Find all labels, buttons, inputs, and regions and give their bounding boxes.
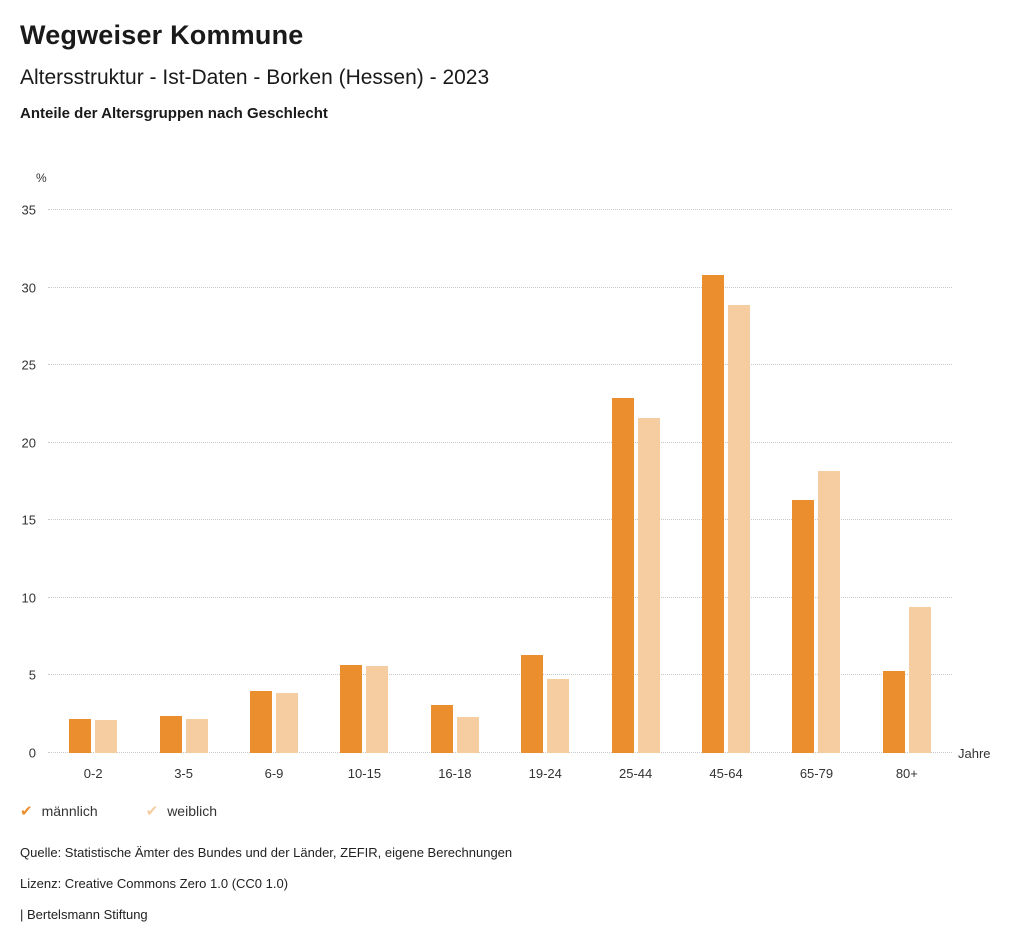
y-tick-label-10: 10 (21, 590, 36, 606)
bar-weiblich-19-24[interactable] (547, 678, 570, 753)
gridline-15 (48, 519, 952, 521)
page-subtitle: Altersstruktur - Ist-Daten - Borken (Hes… (20, 66, 490, 89)
bar-männlich-0-2[interactable] (69, 718, 92, 753)
x-axis-category-label-80+: 80+ (895, 766, 918, 781)
bar-männlich-80+[interactable] (882, 670, 905, 753)
chart-heading: Anteile der Altersgruppen nach Geschlech… (20, 105, 328, 122)
bar-weiblich-3-5[interactable] (185, 718, 208, 753)
y-axis: 0 5 10 15 20 25 30 35 (0, 204, 42, 760)
bar-männlich-65-79[interactable] (792, 500, 815, 753)
x-axis-unit-label: Jahre (958, 746, 991, 761)
checkmark-icon: ✔ (145, 802, 159, 820)
bar-group-16-18 (410, 210, 500, 753)
gridline-35 (48, 209, 952, 210)
page-title: Wegweiser Kommune (20, 20, 304, 50)
bar-männlich-19-24[interactable] (521, 655, 544, 753)
bar-weiblich-65-79[interactable] (818, 470, 841, 753)
bar-group-19-24 (500, 210, 590, 753)
gridline-10 (48, 596, 952, 598)
y-tick-label-15: 15 (21, 512, 36, 528)
bar-group-45-64 (681, 210, 771, 753)
bar-weiblich-10-15[interactable] (366, 666, 389, 753)
x-labels: 0-2 3-5 6-9 10-15 16-18 19-24 25-44 45-64 65-79 8… (48, 766, 952, 781)
checkmark-icon: ✔ (20, 802, 33, 820)
gridline-25 (48, 364, 952, 366)
bar-männlich-6-9[interactable] (250, 690, 273, 753)
y-tick-label-5: 5 (28, 667, 36, 683)
y-tick-label-20: 20 (21, 435, 36, 451)
bar-weiblich-45-64[interactable] (728, 304, 751, 753)
legend-item-label: männlich (41, 803, 98, 819)
x-axis-category-label-16-18: 16-18 (438, 766, 472, 781)
gridline-0 (48, 752, 952, 753)
legend-item-weiblich[interactable]: ✔ weiblich (146, 803, 217, 819)
bar-group-3-5 (138, 210, 228, 753)
gridline-5 (48, 674, 952, 676)
legend-item-männlich[interactable]: ✔ männlich (20, 803, 98, 819)
bar-männlich-16-18[interactable] (430, 704, 453, 753)
gridline-30 (48, 286, 952, 288)
bar-group-6-9 (229, 210, 319, 753)
bar-group-10-15 (319, 210, 409, 753)
x-axis-category-label-0-2: 0-2 (83, 766, 103, 781)
bar-weiblich-16-18[interactable] (456, 717, 479, 753)
bar-weiblich-6-9[interactable] (276, 692, 299, 753)
y-tick-label-35: 35 (21, 202, 36, 218)
bar-group-25-44 (590, 210, 680, 753)
bar-weiblich-0-2[interactable] (95, 720, 118, 753)
y-tick-label-0: 0 (28, 745, 36, 761)
plot-area (48, 209, 952, 753)
x-axis-category-label-10-15: 10-15 (347, 766, 382, 781)
x-axis-category-label-19-24: 19-24 (528, 766, 562, 781)
x-axis-category-label-25-44: 25-44 (619, 766, 653, 781)
footer-attribution: | Bertelsmann Stiftung (20, 907, 148, 922)
legend-item-label: weiblich (167, 803, 217, 819)
bar-groups (48, 210, 952, 753)
bar-männlich-45-64[interactable] (702, 275, 725, 753)
footer-source: Quelle: Statistische Ämter des Bundes un… (20, 845, 513, 860)
x-axis-category-label-45-64: 45-64 (709, 766, 743, 781)
x-axis-category-label-3-5: 3-5 (174, 766, 193, 781)
x-axis-category-label-6-9: 6-9 (264, 766, 284, 781)
legend: ✔ männlich ✔ weiblich (20, 803, 217, 819)
y-tick-label-25: 25 (21, 357, 36, 373)
bar-weiblich-25-44[interactable] (637, 417, 660, 753)
footer-license: Lizenz: Creative Commons Zero 1.0 (CC0 1… (20, 876, 289, 891)
bar-männlich-3-5[interactable] (159, 715, 182, 753)
bar-group-65-79 (771, 210, 861, 753)
bar-group-0-2 (48, 210, 138, 753)
y-axis-unit-label: % (36, 171, 47, 185)
y-tick-label-30: 30 (21, 280, 36, 296)
bar-group-80+ (862, 210, 952, 753)
bar-männlich-10-15[interactable] (340, 664, 363, 753)
bar-weiblich-80+[interactable] (908, 607, 931, 753)
bar-männlich-25-44[interactable] (611, 397, 634, 753)
gridline-20 (48, 441, 952, 443)
x-axis-category-label-65-79: 65-79 (799, 766, 834, 781)
